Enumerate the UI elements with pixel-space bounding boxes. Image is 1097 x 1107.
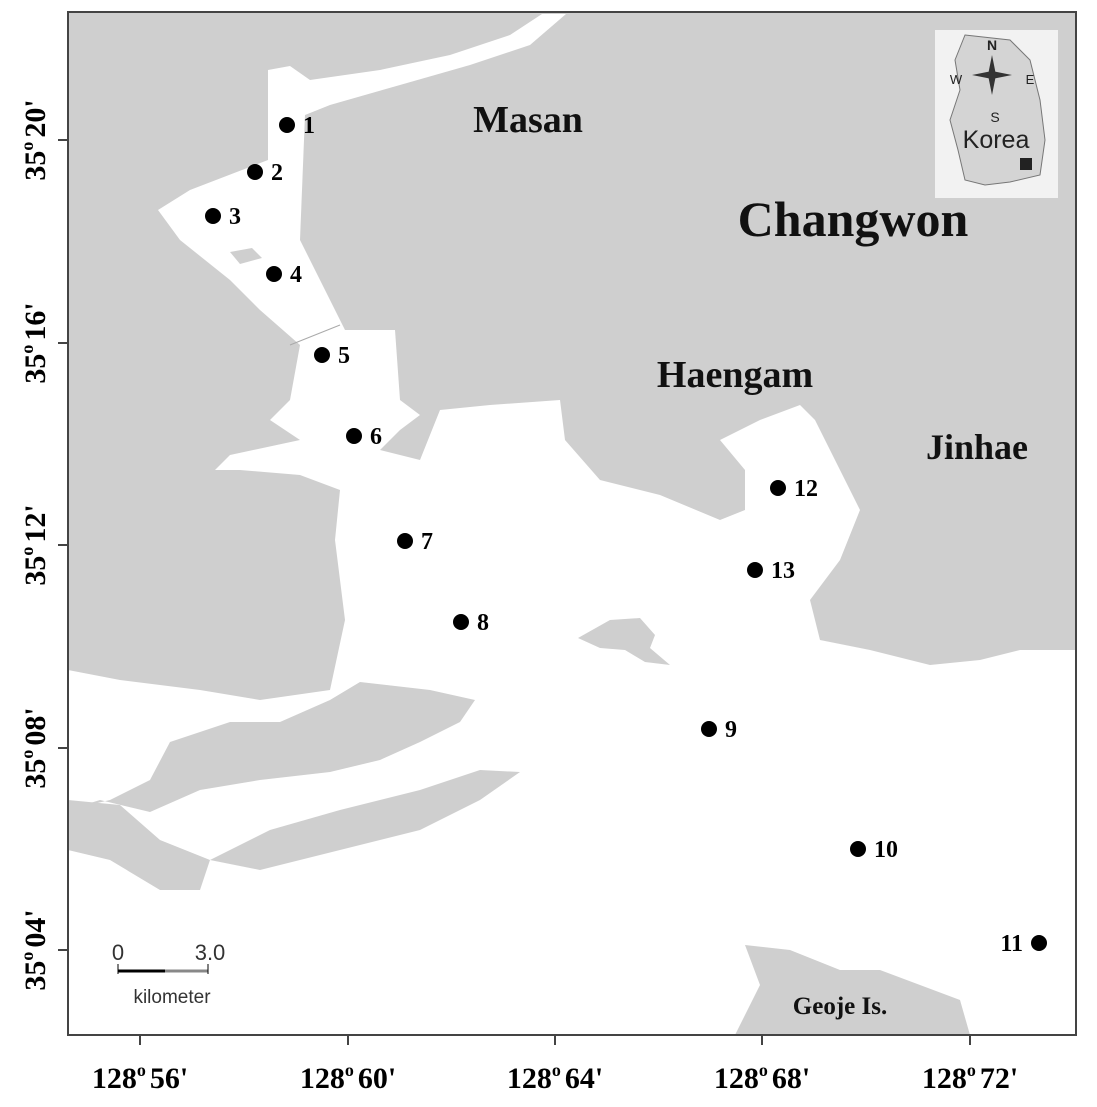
station-label: 6 xyxy=(370,424,382,450)
tick-sup: o xyxy=(17,547,37,556)
tick-degrees: 128 xyxy=(922,1062,967,1095)
tick-degrees: 35 xyxy=(19,151,52,181)
station-label: 8 xyxy=(477,610,489,636)
water xyxy=(68,14,1076,1035)
tick-label: 35o 04' xyxy=(17,909,52,990)
station-dot xyxy=(701,721,717,737)
tick-minutes: 16' xyxy=(19,302,52,340)
place-name: Geoje Is. xyxy=(793,993,887,1020)
place-name: Changwon xyxy=(738,191,969,247)
station-dot xyxy=(279,117,295,133)
map-frame xyxy=(67,11,1077,1036)
tick-sup: o xyxy=(17,952,37,961)
station-dot xyxy=(1031,935,1047,951)
tick-sup: o xyxy=(345,1060,354,1080)
compass-north: N xyxy=(987,37,997,53)
tick-minutes: 08' xyxy=(19,707,52,745)
station-dot xyxy=(453,614,469,630)
tick-label: 128o 64' xyxy=(507,1060,603,1095)
scale-end: 3.0 xyxy=(195,940,226,965)
island xyxy=(578,618,670,665)
tick-label: 35o 20' xyxy=(17,99,52,180)
tick-degrees: 128 xyxy=(714,1062,759,1095)
tick-degrees: 35 xyxy=(19,759,52,789)
tick-minutes: 56' xyxy=(150,1062,188,1095)
station-dot xyxy=(247,164,263,180)
station-dot xyxy=(770,480,786,496)
scale-start: 0 xyxy=(112,940,124,965)
station-label: 7 xyxy=(421,529,433,555)
scale-bar: 0 3.0 kilometer xyxy=(112,940,225,1008)
inset-label: Korea xyxy=(963,126,1030,154)
tick-degrees: 35 xyxy=(19,961,52,991)
tick-minutes: 64' xyxy=(565,1062,603,1095)
station-dot xyxy=(850,841,866,857)
station-dot xyxy=(266,266,282,282)
tick-label: 35o 12' xyxy=(17,504,52,585)
compass xyxy=(972,55,1012,95)
tick-label: 128o 68' xyxy=(714,1060,810,1095)
station-dot xyxy=(397,533,413,549)
island xyxy=(68,682,475,812)
tick-label: 35o 16' xyxy=(17,302,52,383)
station-label: 1 xyxy=(303,113,315,139)
scale-unit: kilometer xyxy=(133,987,211,1008)
compass-south: S xyxy=(990,109,999,125)
tick-minutes: 60' xyxy=(358,1062,396,1095)
boundary xyxy=(289,324,341,346)
study-area-marker xyxy=(1020,158,1032,170)
place-name: Haengam xyxy=(657,354,813,396)
station-dot xyxy=(747,562,763,578)
tick-sup: o xyxy=(17,142,37,151)
tick-label: 128o 56' xyxy=(92,1060,188,1095)
compass-west: W xyxy=(950,72,963,87)
station-dot xyxy=(346,428,362,444)
station-dot xyxy=(314,347,330,363)
tick-sup: o xyxy=(137,1060,146,1080)
compass-east: E xyxy=(1026,72,1035,87)
tick-label: 35o 08' xyxy=(17,707,52,788)
tick-sup: o xyxy=(759,1060,768,1080)
station-label: 10 xyxy=(874,837,898,863)
tick-sup: o xyxy=(967,1060,976,1080)
station-label: 13 xyxy=(771,558,795,584)
tick-label: 128o 60' xyxy=(300,1060,396,1095)
inset: N W E S Korea xyxy=(935,30,1058,198)
korea-shape xyxy=(949,34,1046,186)
tick-sup: o xyxy=(17,750,37,759)
tick-degrees: 35 xyxy=(19,556,52,586)
tick-degrees: 128 xyxy=(507,1062,552,1095)
island xyxy=(68,800,210,890)
island xyxy=(230,248,262,264)
tick-minutes: 12' xyxy=(19,504,52,542)
station-label: 4 xyxy=(290,262,302,288)
tick-degrees: 128 xyxy=(300,1062,345,1095)
station-label: 11 xyxy=(1000,931,1023,957)
station-dot xyxy=(205,208,221,224)
station-label: 12 xyxy=(794,476,818,502)
tick-label: 128o 72' xyxy=(922,1060,1018,1095)
station-label: 3 xyxy=(229,204,241,230)
tick-minutes: 04' xyxy=(19,909,52,947)
tick-minutes: 72' xyxy=(980,1062,1018,1095)
place-name: Jinhae xyxy=(926,427,1028,467)
island xyxy=(210,770,520,870)
tick-sup: o xyxy=(552,1060,561,1080)
tick-minutes: 68' xyxy=(772,1062,810,1095)
station-label: 2 xyxy=(271,160,283,186)
tick-degrees: 128 xyxy=(92,1062,137,1095)
station-label: 5 xyxy=(338,343,350,369)
tick-sup: o xyxy=(17,345,37,354)
tick-degrees: 35 xyxy=(19,354,52,384)
tick-minutes: 20' xyxy=(19,99,52,137)
place-name: Masan xyxy=(473,99,583,141)
station-label: 9 xyxy=(725,717,737,743)
